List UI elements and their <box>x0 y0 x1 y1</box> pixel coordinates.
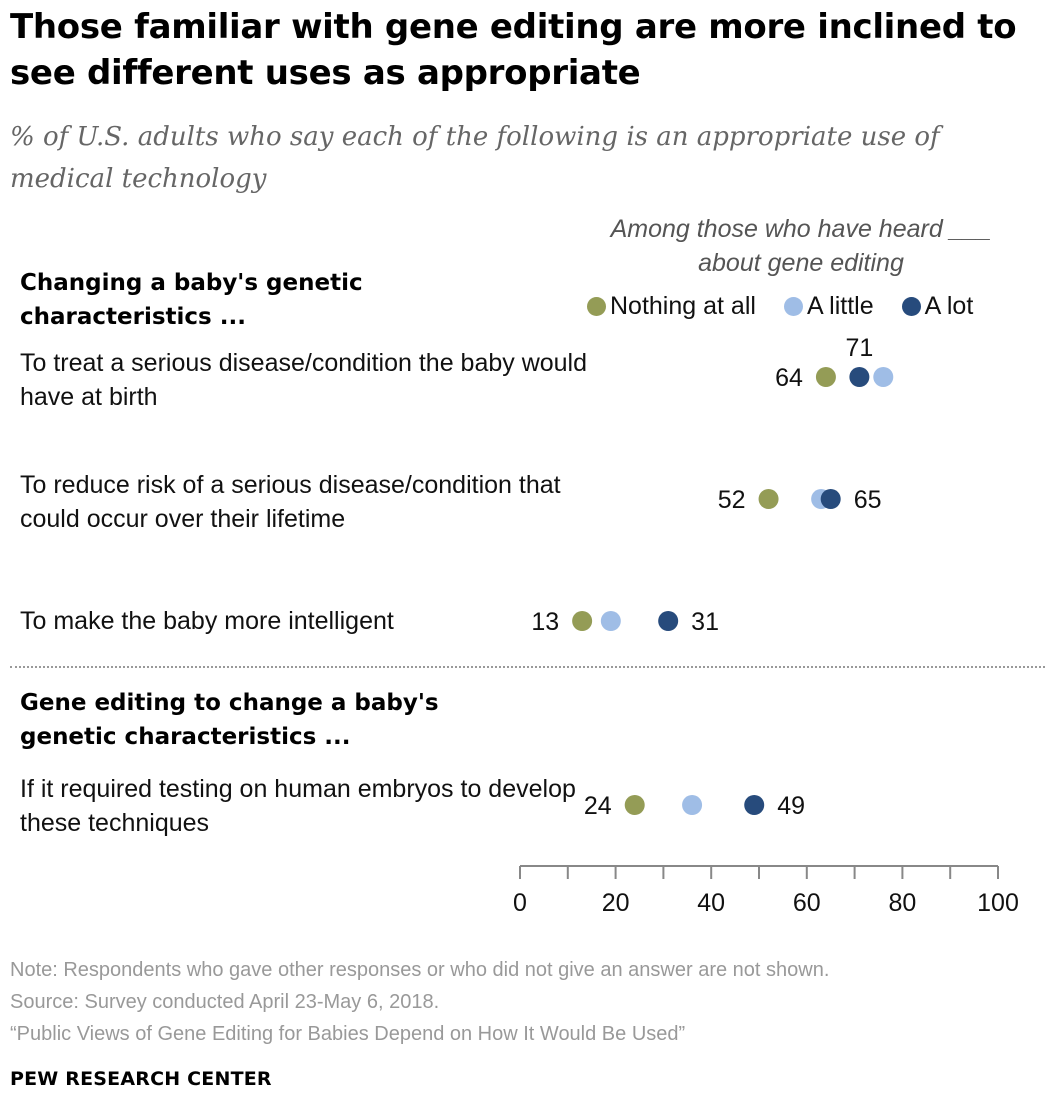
chart-subtitle: % of U.S. adults who say each of the fol… <box>10 122 940 194</box>
dot-nothing-at-all <box>572 611 593 631</box>
dot-nothing-at-all <box>624 795 645 815</box>
legend-dot-a-lot <box>901 296 921 316</box>
data-label-a-lot: 31 <box>691 608 719 636</box>
x-tick-label: 100 <box>977 889 1019 917</box>
data-label-a-lot: 65 <box>854 486 882 514</box>
group-heading-gene-editing: Gene editing to change a baby's genetic … <box>20 690 439 750</box>
report-title: “Public Views of Gene Editing for Babies… <box>10 1023 686 1045</box>
row-label-treat-disease: To treat a serious disease/condition the… <box>20 349 588 411</box>
x-tick-label: 20 <box>602 889 630 917</box>
dot-plot: 0 20 40 60 80 100 64 71 52 65 13 31 24 49 <box>513 334 1019 917</box>
legend-dot-nothing-at-all <box>587 296 606 316</box>
row-label-reduce-risk: To reduce risk of a serious disease/cond… <box>20 471 561 533</box>
legend-dot-a-little <box>783 296 803 316</box>
data-label-nothing-at-all: 64 <box>775 364 803 392</box>
dot-a-lot <box>744 795 765 815</box>
data-label-nothing-at-all: 52 <box>718 486 746 514</box>
dot-a-lot <box>849 367 870 387</box>
legend-item-a-lot: A lot <box>901 291 974 321</box>
dot-nothing-at-all <box>758 489 779 509</box>
legend-heading: Among those who have heard ___ about gen… <box>610 215 992 277</box>
dot-a-little <box>600 611 621 631</box>
section-divider <box>10 666 1045 668</box>
brand-logo-text: PEW RESEARCH CENTER <box>10 1068 272 1090</box>
legend-item-a-little: A little <box>783 291 874 321</box>
dot-nothing-at-all <box>815 367 836 387</box>
group-heading-changing-characteristics: Changing a baby's genetic characteristic… <box>20 270 363 330</box>
legend-label-a-little: A little <box>806 291 874 320</box>
dot-a-little <box>682 795 703 815</box>
x-tick-label: 80 <box>888 889 916 917</box>
data-label-a-lot: 49 <box>777 792 805 820</box>
legend-label-a-lot: A lot <box>924 291 974 320</box>
notes: Note: Respondents who gave other respons… <box>10 954 1046 1050</box>
legend: Nothing at all A little A lot <box>587 290 973 322</box>
dot-a-lot <box>820 489 841 509</box>
source-text: Source: Survey conducted April 23-May 6,… <box>10 991 440 1013</box>
x-tick-label: 40 <box>697 889 725 917</box>
data-label-nothing-at-all: 13 <box>531 608 559 636</box>
data-label-a-lot: 71 <box>845 334 873 362</box>
x-tick-label: 0 <box>513 889 527 917</box>
note-text: Note: Respondents who gave other respons… <box>10 959 830 981</box>
data-label-nothing-at-all: 24 <box>584 792 612 820</box>
chart-title: Those familiar with gene editing are mor… <box>10 7 1017 93</box>
legend-label-nothing-at-all: Nothing at all <box>610 291 756 320</box>
legend-item-nothing-at-all: Nothing at all <box>587 292 756 321</box>
dot-a-little <box>873 367 894 387</box>
dot-a-lot <box>658 611 679 631</box>
x-tick-label: 60 <box>793 889 821 917</box>
row-label-embryo-testing: If it required testing on human embryos … <box>20 775 576 837</box>
row-label-more-intelligent: To make the baby more intelligent <box>20 607 394 635</box>
